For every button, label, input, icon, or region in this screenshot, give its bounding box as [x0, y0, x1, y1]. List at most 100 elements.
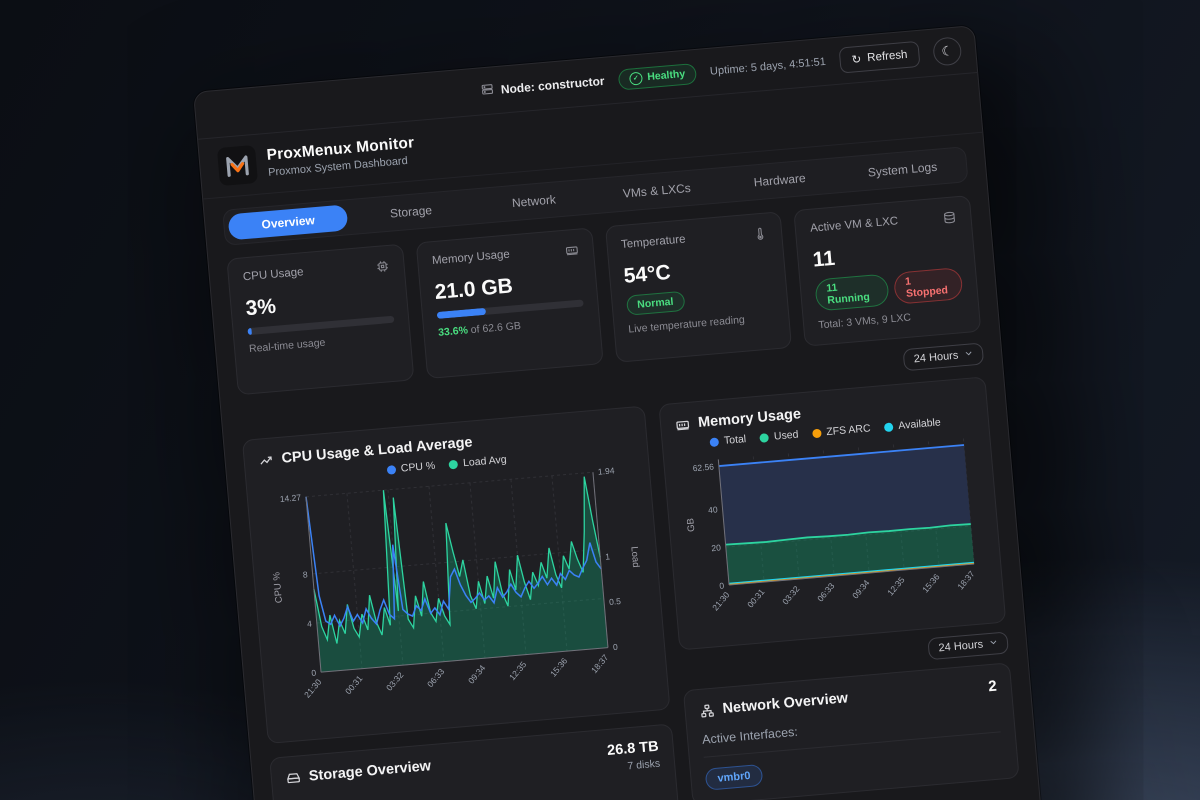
dashboard-window: Node: constructor ✓ Healthy Uptime: 5 da…	[193, 25, 1050, 800]
temperature-value: 54°C	[622, 260, 672, 288]
svg-text:15:36: 15:36	[920, 572, 942, 595]
svg-text:03:32: 03:32	[384, 670, 406, 693]
active-vm-card: Active VM & LXC 11 11 Running 1 Stopped …	[793, 195, 982, 347]
svg-text:21:30: 21:30	[710, 590, 732, 613]
svg-text:62.56: 62.56	[692, 461, 714, 473]
memory-footnote: 33.6% of 62.6 GB	[437, 319, 522, 339]
legend-item: Total	[709, 433, 747, 448]
svg-text:15:36: 15:36	[548, 656, 570, 679]
proxmenux-logo	[216, 144, 258, 187]
metric-cards: CPU Usage 3% Real-time usage Memory Usag…	[226, 195, 982, 396]
tab-storage[interactable]: Storage	[389, 203, 433, 221]
network-nodes-icon	[699, 702, 715, 718]
svg-text:14.27: 14.27	[279, 492, 301, 504]
time-range-row: 24 Hours	[239, 342, 985, 428]
memory-usage-card: Memory Usage 21.0 GB 33.6% of 62.6 GB	[415, 227, 604, 380]
chevron-down-icon	[964, 348, 974, 361]
time-range-select[interactable]: 24 Hours	[902, 342, 985, 372]
time-range-value: 24 Hours	[913, 349, 959, 366]
node-info: Node: constructor	[480, 73, 605, 100]
svg-text:0: 0	[311, 668, 317, 678]
storage-overview-card: Storage Overview 26.8 TB 7 disks Total C…	[269, 723, 682, 800]
refresh-icon: ↻	[851, 53, 862, 67]
cpu-card-title: CPU Usage	[242, 266, 305, 284]
vm-stopped-badge: 1 Stopped	[893, 267, 964, 305]
svg-text:20: 20	[711, 542, 722, 553]
svg-text:8: 8	[302, 569, 308, 579]
memory-time-range-select[interactable]: 24 Hours	[927, 631, 1009, 661]
server-icon	[480, 82, 494, 99]
moon-icon: ☾	[940, 42, 954, 59]
network-interface-count: 2	[987, 677, 998, 696]
svg-text:09:34: 09:34	[850, 578, 872, 601]
svg-text:21:30: 21:30	[302, 677, 324, 700]
legend-item: Used	[759, 429, 799, 444]
cpu-load-chart: 21:30 00:31 03:32 06:33 09:34 12:35 15:36 18:37…	[271, 465, 641, 700]
vm-running-badge: 11 Running	[814, 273, 891, 312]
storage-total-value: 26.8 TB	[606, 738, 660, 759]
svg-text:00:31: 00:31	[343, 673, 365, 696]
svg-text:18:37: 18:37	[955, 569, 977, 592]
cpu-usage-card: CPU Usage 3% Real-time usage	[226, 243, 415, 396]
refresh-button[interactable]: ↻ Refresh	[838, 40, 921, 74]
vm-footnote: Total: 3 VMs, 9 LXC	[817, 311, 912, 332]
svg-text:1: 1	[605, 551, 611, 561]
memory-area-chart: 21:30 00:31 03:32 06:33 09:34 12:35 15:36 18:37…	[685, 438, 977, 613]
memory-time-range-row: 24 Hours	[680, 631, 1009, 681]
storage-title: Storage Overview	[308, 758, 432, 785]
cpu-chip-icon	[375, 259, 391, 279]
svg-text:12:35: 12:35	[507, 659, 529, 682]
network-title: Network Overview	[721, 690, 849, 717]
hard-drive-icon	[285, 770, 301, 786]
cpu-chart-card: CPU Usage & Load Average CPU % Load Avg 2…	[241, 405, 671, 744]
health-badge: ✓ Healthy	[617, 62, 697, 91]
tab-system-logs[interactable]: System Logs	[867, 159, 938, 180]
svg-text:4: 4	[307, 618, 313, 628]
memory-value: 21.0 GB	[433, 274, 514, 305]
cpu-footnote: Real-time usage	[248, 336, 326, 356]
tab-vms-lxcs[interactable]: VMs & LXCs	[622, 180, 692, 201]
tab-overview[interactable]: Overview	[227, 204, 349, 241]
memory-chart-icon	[675, 416, 691, 432]
storage-disks-value: 7 disks	[626, 757, 661, 773]
svg-text:00:31: 00:31	[745, 587, 767, 610]
memory-icon	[564, 243, 580, 263]
node-label: Node: constructor	[500, 73, 606, 97]
memory-time-range-value: 24 Hours	[938, 638, 984, 655]
tab-hardware[interactable]: Hardware	[753, 171, 807, 190]
svg-text:CPU %: CPU %	[271, 571, 285, 604]
uptime-label: Uptime: 5 days, 4:51:51	[709, 55, 827, 78]
svg-text:40: 40	[708, 504, 719, 515]
svg-text:18:37: 18:37	[589, 652, 611, 675]
health-label: Healthy	[646, 67, 686, 84]
svg-text:0: 0	[613, 642, 619, 652]
thermometer-icon	[753, 226, 769, 246]
svg-text:0: 0	[719, 580, 725, 590]
svg-text:12:35: 12:35	[885, 575, 907, 598]
svg-text:Load: Load	[628, 546, 641, 568]
temperature-card-title: Temperature	[620, 233, 686, 251]
svg-text:09:34: 09:34	[466, 663, 488, 686]
svg-text:1.94: 1.94	[597, 465, 615, 476]
vm-count-value: 11	[811, 246, 836, 272]
network-overview-card: Network Overview 2 Active Interfaces: vm…	[682, 662, 1020, 800]
check-icon: ✓	[628, 71, 643, 86]
chevron-down-icon	[989, 637, 999, 650]
trending-up-icon	[258, 452, 274, 468]
app-header: ProxMenux Monitor Proxmox System Dashboa…	[198, 72, 983, 200]
interface-badge-vmbr0[interactable]: vmbr0	[704, 763, 764, 791]
refresh-label: Refresh	[866, 48, 908, 65]
memory-chart-title: Memory Usage	[697, 406, 802, 432]
status-bar: Node: constructor ✓ Healthy Uptime: 5 da…	[194, 26, 978, 140]
tab-network[interactable]: Network	[511, 192, 557, 211]
svg-text:0.5: 0.5	[609, 596, 622, 607]
memory-chart-card: Memory Usage Total Used ZFS ARC Available 2…	[658, 376, 1007, 651]
database-icon	[942, 210, 958, 230]
charts-section: CPU Usage & Load Average CPU % Load Avg 2…	[241, 376, 1022, 800]
vm-card-title: Active VM & LXC	[809, 215, 899, 235]
temperature-status-badge: Normal	[625, 290, 686, 316]
theme-toggle-button[interactable]: ☾	[932, 36, 963, 67]
temperature-card: Temperature 54°C Normal Live temperature…	[604, 211, 793, 363]
svg-text:03:32: 03:32	[780, 584, 802, 607]
svg-text:06:33: 06:33	[425, 666, 447, 689]
